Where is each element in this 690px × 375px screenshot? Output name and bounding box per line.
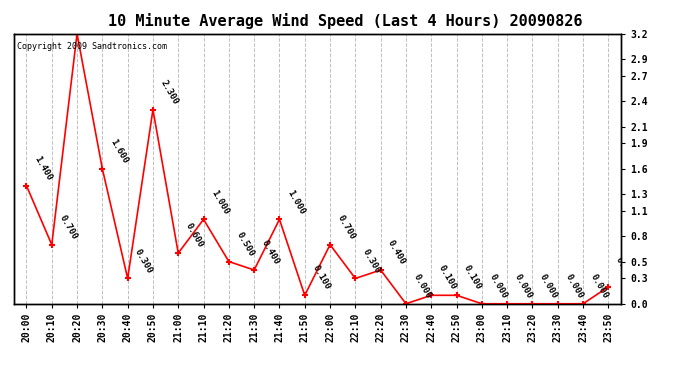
Text: 0.000: 0.000 [538,272,559,300]
Text: 0.000: 0.000 [589,272,610,300]
Text: 0.000: 0.000 [411,272,433,300]
Text: 0.300: 0.300 [133,247,155,275]
Text: 0.100: 0.100 [437,264,458,292]
Text: 0.000: 0.000 [487,272,509,300]
Text: 10 Minute Average Wind Speed (Last 4 Hours) 20090826: 10 Minute Average Wind Speed (Last 4 Hou… [108,13,582,29]
Text: 0.100: 0.100 [462,264,483,292]
Text: 0.600: 0.600 [184,222,205,250]
Text: 0.500: 0.500 [235,230,255,258]
Text: 1.000: 1.000 [285,188,306,216]
Text: 1.000: 1.000 [209,188,230,216]
Text: 2.300: 2.300 [159,78,179,106]
Text: 0.000: 0.000 [513,272,534,300]
Text: 0.000: 0.000 [563,272,584,300]
Text: 0.700: 0.700 [335,213,357,241]
Text: Copyright 2009 Sandtronics.com: Copyright 2009 Sandtronics.com [17,42,167,51]
Text: 0.100: 0.100 [310,264,331,292]
Text: 1.400: 1.400 [32,154,53,182]
Text: 0.300: 0.300 [361,247,382,275]
Text: 0.700: 0.700 [57,213,79,241]
Text: 0.200: 0.200 [614,255,635,284]
Text: 1.600: 1.600 [108,137,129,165]
Text: 0.400: 0.400 [259,238,281,267]
Text: 0.400: 0.400 [386,238,407,267]
Text: 3.200: 3.200 [83,2,104,30]
